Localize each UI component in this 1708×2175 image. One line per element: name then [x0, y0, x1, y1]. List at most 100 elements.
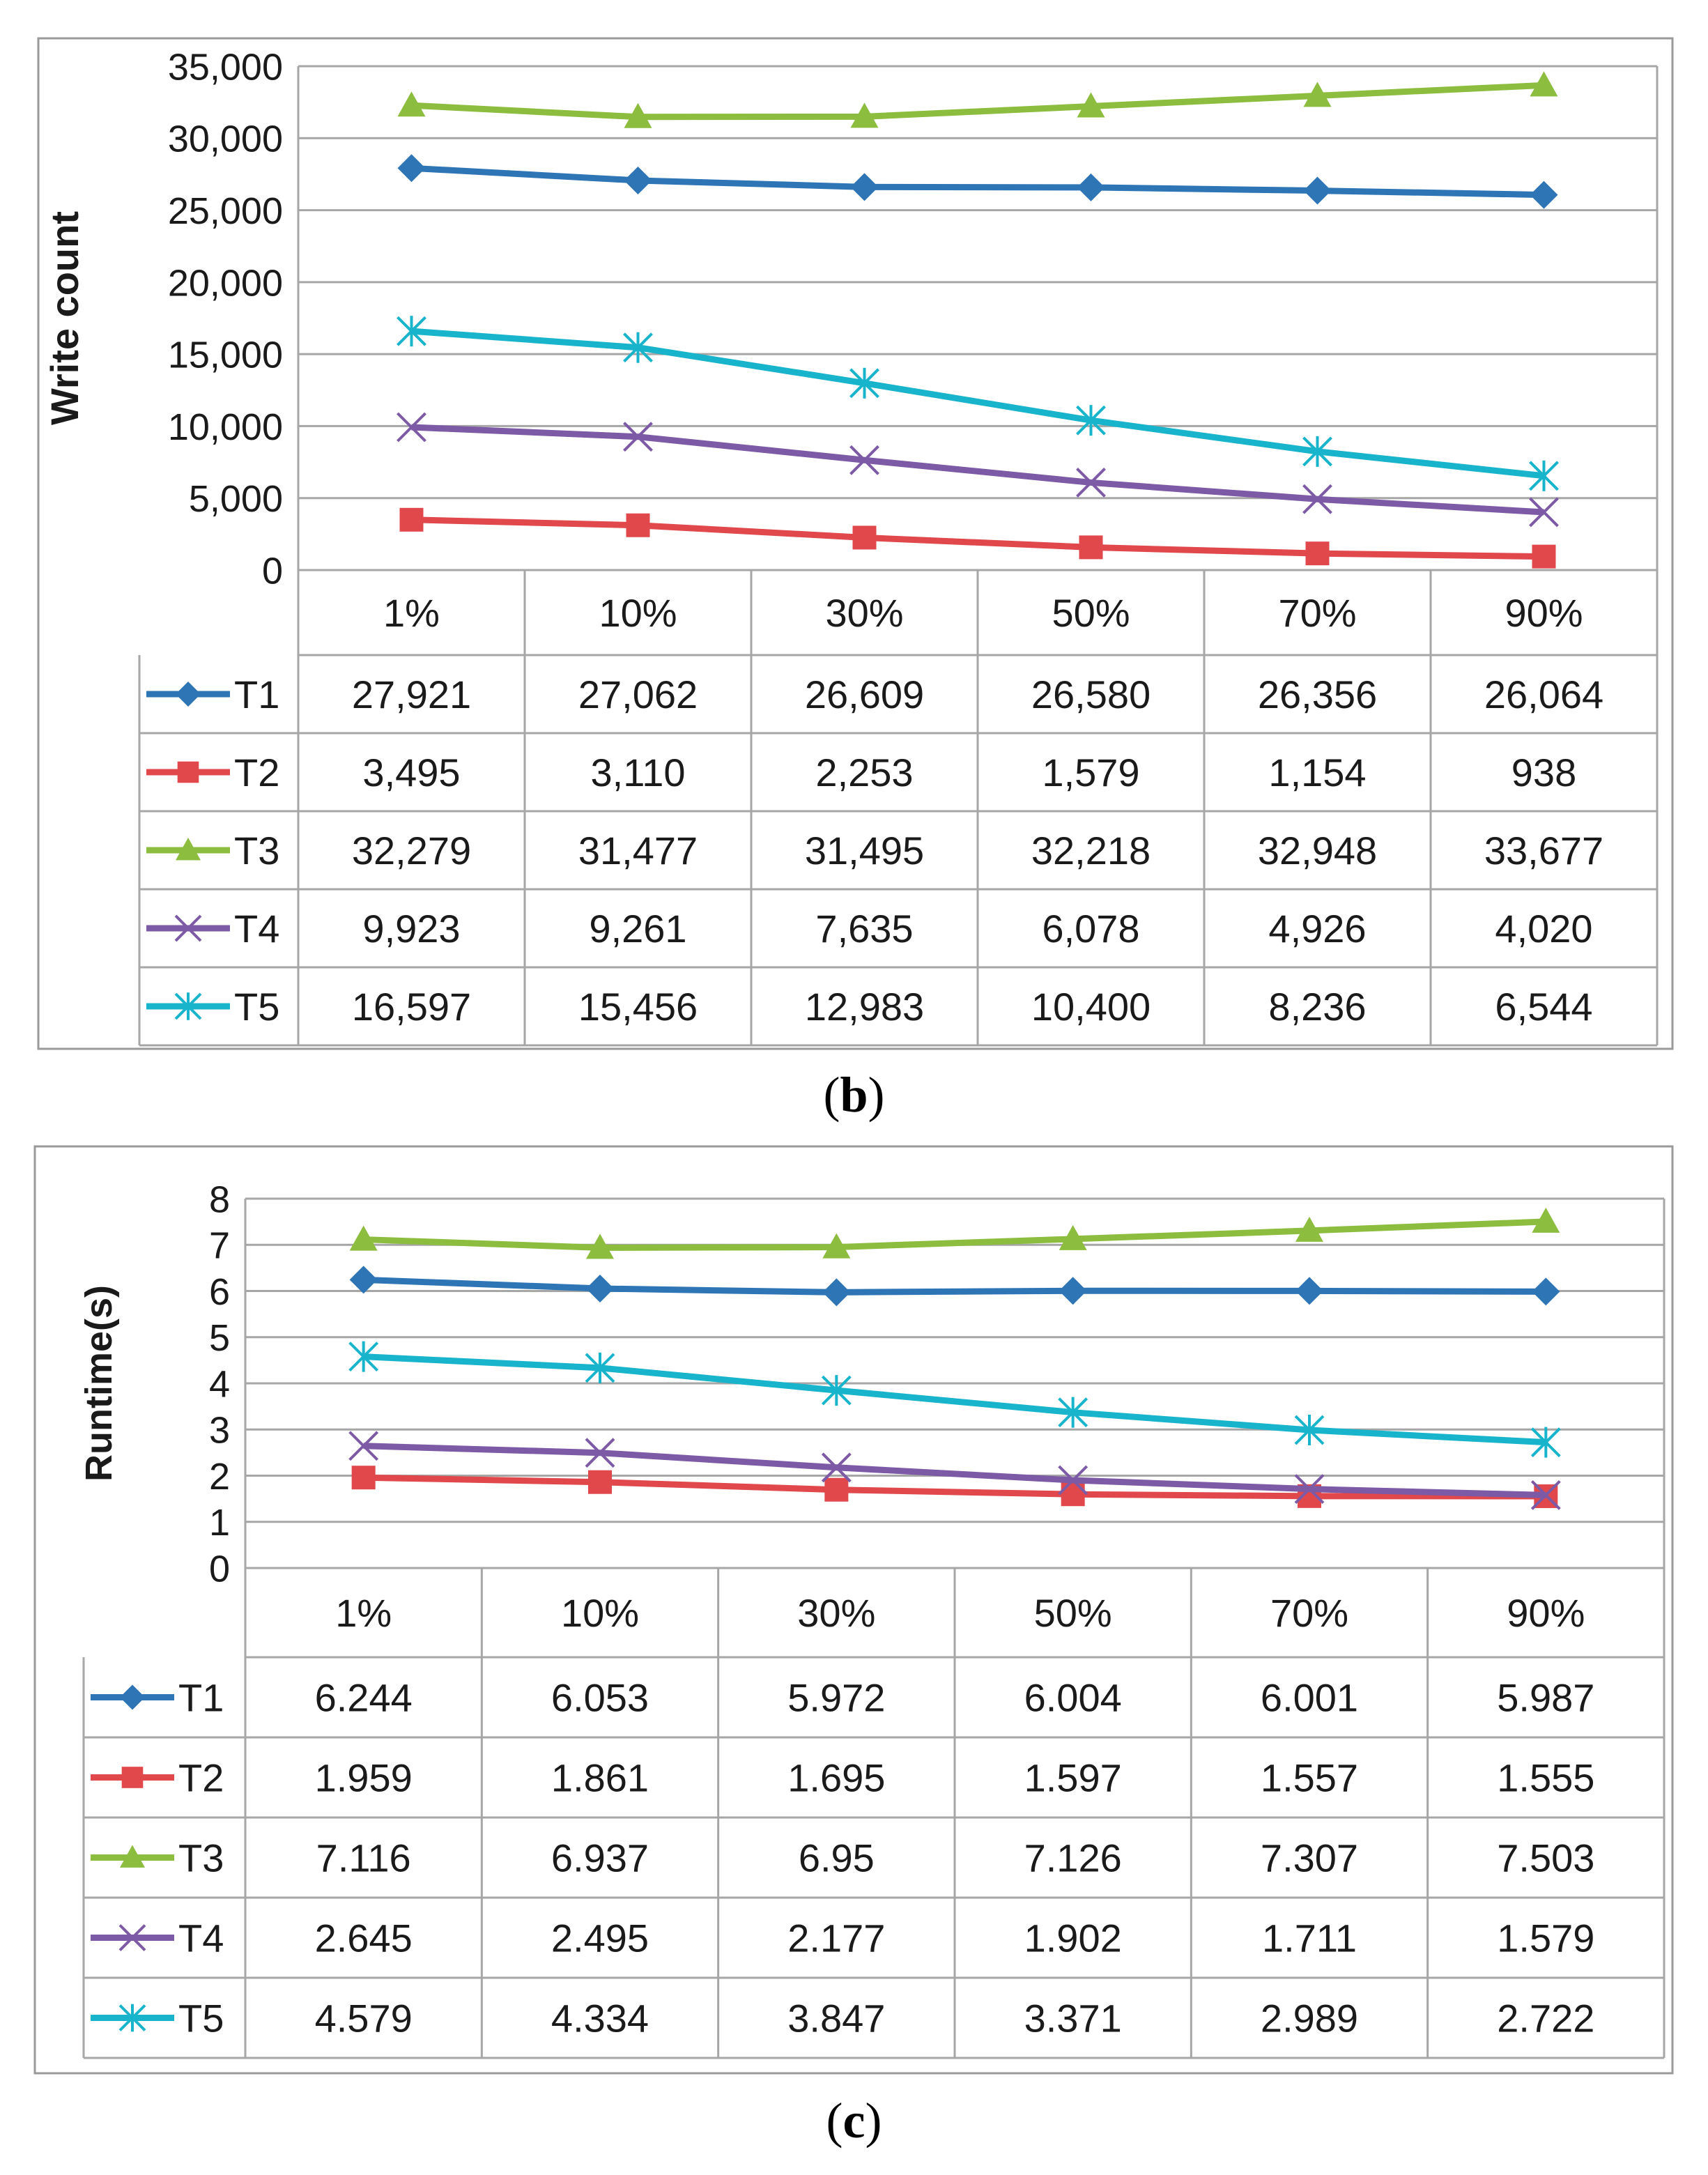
chart1-data-point-t4-stroke-2 — [1530, 1480, 1561, 1510]
chart0-legend-label-t5: T5 — [234, 985, 279, 1029]
chart1-category-label: 30% — [797, 1591, 875, 1635]
chart0-y-tick-label: 30,000 — [168, 118, 283, 160]
chart1-y-tick-label: 5 — [209, 1317, 230, 1359]
chart1-table-cell: 6.004 — [1024, 1676, 1122, 1720]
chart0-table-cell: 16,597 — [352, 985, 471, 1029]
chart0-category-label: 30% — [825, 591, 903, 635]
chart1-table-cell: 6.001 — [1261, 1676, 1358, 1720]
chart1-table-cell: 1.711 — [1262, 1916, 1357, 1960]
chart0-data-point-t1 — [1077, 173, 1105, 201]
chart1-series-line-t4 — [363, 1443, 1546, 1498]
chart1-y-tick-label: 4 — [209, 1363, 230, 1405]
chart0-data-point-t4 — [623, 422, 653, 452]
chart1-table-cell: 1.597 — [1024, 1756, 1122, 1800]
chart0-data-point-t2 — [1532, 544, 1556, 569]
chart1-legend-label-t5: T5 — [178, 1997, 224, 2040]
chart0-data-point-t1 — [624, 166, 652, 194]
chart1-data-point-t4-stroke-2 — [821, 1452, 852, 1483]
chart1-data-point-t3 — [1059, 1224, 1087, 1250]
chart1-data-point-t5 — [1530, 1427, 1561, 1458]
chart0-legend-marker-t4-stroke-2 — [174, 914, 202, 942]
chart1-table-cell: 6.244 — [315, 1676, 413, 1720]
chart1-legend-label-t3: T3 — [178, 1836, 224, 1880]
chart0-table-cell: 7,635 — [815, 907, 913, 951]
chart1-data-point-t3 — [1295, 1216, 1323, 1242]
chart1-table-cell: 7.116 — [316, 1836, 411, 1880]
chart0-data-point-t1 — [397, 154, 426, 183]
chart1-table-cell: 2.177 — [787, 1916, 885, 1960]
chart1-frame — [33, 1145, 1674, 2075]
chart0-y-axis-title: Write count — [43, 211, 86, 425]
chart0-table-cell: 31,477 — [578, 829, 698, 873]
chart1-table-cell: 1.557 — [1261, 1756, 1358, 1800]
chart0-table-cell: 33,677 — [1484, 829, 1603, 873]
chart0-table-cell: 1,579 — [1042, 751, 1139, 794]
chart1-data-point-t4 — [348, 1431, 379, 1461]
chart0-data-point-t4-stroke-2 — [1302, 484, 1332, 514]
chart1-legend-marker-t3 — [120, 1845, 145, 1868]
chart1-data-point-t2 — [588, 1470, 612, 1494]
chart1-table-cell: 1.959 — [315, 1756, 413, 1800]
chart0-data-point-t4-stroke-2 — [623, 422, 653, 452]
chart0-y-tick-label: 35,000 — [168, 46, 283, 88]
chart0-data-point-t5 — [1302, 436, 1332, 467]
chart0-table-cell: 4,020 — [1495, 907, 1592, 951]
chart0-table-cell: 4,926 — [1268, 907, 1366, 951]
chart1-table-cell: 1.861 — [551, 1756, 649, 1800]
chart0-data-point-t2 — [1079, 535, 1103, 560]
chart0-data-point-t4-stroke-2 — [1529, 497, 1559, 528]
chart1-y-tick-label: 0 — [209, 1548, 230, 1590]
chart0-table-cell: 31,495 — [805, 829, 924, 873]
chart0-table-cell: 3,110 — [591, 751, 686, 794]
chart0-legend-label-t2: T2 — [234, 751, 279, 794]
chart0-series-line-t4 — [411, 424, 1544, 516]
chart0-data-point-t4 — [1302, 484, 1332, 514]
caption-b: (b) — [823, 1067, 885, 1123]
chart1-data-point-t4 — [1058, 1465, 1088, 1496]
chart1-table-cell: 1.579 — [1497, 1916, 1594, 1960]
chart1-table-cell: 2.989 — [1261, 1997, 1358, 2040]
chart0-data-point-t3 — [850, 102, 879, 128]
chart0-table-cell: 9,923 — [362, 907, 460, 951]
chart1-category-label: 1% — [335, 1591, 392, 1635]
chart0-y-tick-label: 5,000 — [189, 478, 283, 520]
chart0-series-line-t2 — [411, 516, 1544, 560]
chart0-data-point-t1 — [1530, 180, 1558, 209]
chart0-category-label: 70% — [1278, 591, 1356, 635]
chart0-table-cell: 10,400 — [1031, 985, 1151, 1029]
chart1-y-tick-label: 7 — [209, 1225, 230, 1267]
chart1-data-point-t5 — [348, 1341, 379, 1372]
chart0-table-cell: 15,456 — [578, 985, 698, 1029]
chart1-data-point-t2 — [824, 1477, 849, 1502]
chart0-y-tick-label: 20,000 — [168, 262, 283, 304]
chart0-data-point-t5 — [397, 316, 426, 347]
chart0-y-tick-label: 25,000 — [168, 190, 283, 232]
chart0-table-cell: 27,921 — [352, 673, 471, 716]
chart0-table-cell: 26,064 — [1484, 673, 1603, 716]
chart0-legend-marker-t4 — [174, 914, 202, 942]
chart1-category-label: 50% — [1034, 1591, 1112, 1635]
chart0-table-cell: 32,218 — [1031, 829, 1151, 873]
chart1-data-point-t2 — [1061, 1482, 1085, 1507]
chart0-category-label: 90% — [1505, 591, 1583, 635]
chart0-data-point-t5 — [849, 367, 879, 399]
chart0-table-cell: 32,279 — [352, 829, 471, 873]
chart1-data-point-t4-stroke-2 — [585, 1438, 615, 1468]
chart0-table-cell: 8,236 — [1268, 985, 1366, 1029]
chart0-table-cell: 26,356 — [1258, 673, 1377, 716]
chart1-table-cell: 7.503 — [1497, 1836, 1594, 1880]
chart0-legend-marker-t3 — [176, 838, 201, 861]
chart0-data-point-t1 — [1303, 176, 1332, 205]
chart0-category-label: 10% — [599, 591, 677, 635]
chart1-series-line-t5 — [363, 1353, 1546, 1446]
chart0-data-point-t3 — [1077, 92, 1105, 118]
chart1-legend-marker-t2 — [121, 1767, 144, 1788]
chart0-data-point-t3 — [1303, 82, 1332, 107]
chart0-legend-label-t4: T4 — [234, 907, 279, 951]
chart1-data-point-t1 — [1059, 1277, 1087, 1305]
chart0-table-cell: 1,154 — [1268, 751, 1366, 794]
chart1-y-tick-label: 1 — [209, 1502, 230, 1544]
chart1-table-cell: 5.972 — [787, 1676, 885, 1720]
chart0-data-point-t4 — [397, 412, 426, 443]
chart1-table-cell: 7.126 — [1024, 1836, 1122, 1880]
